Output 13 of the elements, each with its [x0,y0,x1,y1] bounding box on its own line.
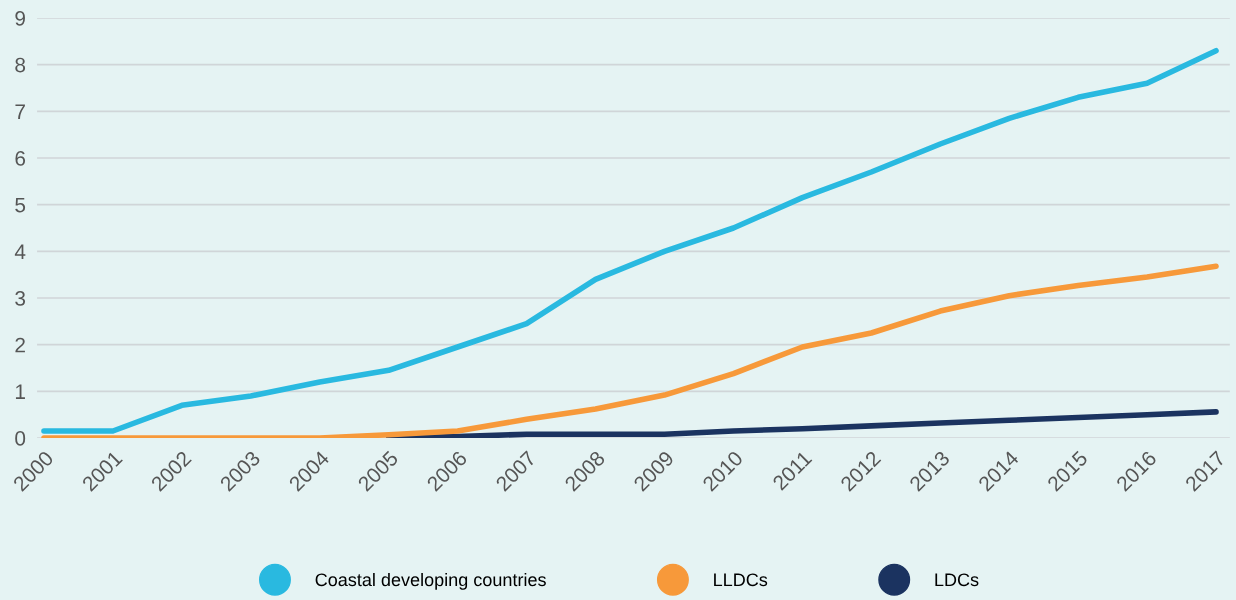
legend-label: LDCs [935,573,979,587]
y-tick-label: 4 [14,244,26,259]
y-tick-label: 5 [15,197,26,213]
y-tick-label: 1 [15,384,25,399]
legend-label: Coastal developing countries [315,572,546,590]
y-tick-label: 7 [15,104,25,119]
legend-label: LLDCs [714,573,768,587]
y-tick-label: 6 [15,151,26,166]
y-tick-label: 8 [15,57,26,73]
y-tick-label: 2 [15,337,25,353]
y-tick-label: 9 [15,11,25,26]
y-tick-label: 0 [15,431,26,446]
y-tick-label: 3 [15,291,26,306]
